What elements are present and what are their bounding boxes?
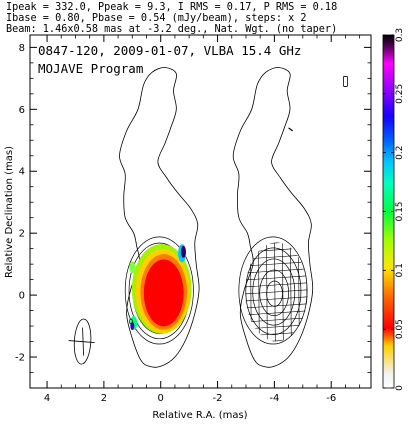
evpa-line-v bbox=[242, 232, 243, 352]
y-tick-label: -2 bbox=[15, 353, 25, 364]
evpa-line-v bbox=[290, 242, 292, 342]
colorbar-tick-label: 0.1 bbox=[395, 263, 405, 277]
colorbar-tick-label: 0.05 bbox=[395, 319, 405, 339]
y-tick-label: 2 bbox=[19, 229, 25, 240]
evpa-line-h bbox=[245, 337, 308, 342]
evpa-line-v bbox=[258, 242, 260, 342]
chart-subtitle: MOJAVE Program bbox=[38, 61, 143, 76]
header-line-2: Ibase = 0.80, Pbase = 0.54 (mJy/beam), s… bbox=[6, 13, 307, 24]
evpa-line-v bbox=[322, 232, 323, 352]
x-tick-label: 2 bbox=[101, 393, 107, 404]
evpa-line-h bbox=[245, 302, 308, 310]
contour-level bbox=[252, 258, 296, 326]
pol-fill-red bbox=[143, 259, 184, 327]
marker-small bbox=[129, 318, 133, 325]
evpa-line-h bbox=[229, 345, 319, 351]
y-tick-label: 0 bbox=[19, 291, 25, 302]
x-tick-label: 0 bbox=[158, 393, 164, 404]
axis-ticks bbox=[30, 35, 371, 388]
x-tick-label: -6 bbox=[326, 393, 336, 404]
colorbar-tick-label: 0.15 bbox=[395, 201, 405, 221]
evpa-line-h bbox=[245, 330, 308, 338]
pol-spot-lime bbox=[129, 261, 136, 274]
colorbar-tick-label: 0.25 bbox=[395, 84, 405, 104]
evpa-line-v bbox=[298, 242, 300, 342]
x-tick-labels: 4 2 0 -2 -4 -6 bbox=[44, 393, 336, 404]
header-line-1: Ipeak = 332.0, Ppeak = 9.3, I RMS = 0.17… bbox=[6, 2, 337, 13]
contour-level bbox=[124, 236, 194, 345]
evpa-line-h bbox=[245, 267, 308, 275]
y-axis-label: Relative Declination (mas) bbox=[4, 146, 15, 278]
pol-spot-dark bbox=[180, 245, 186, 258]
evpa-line-v bbox=[314, 232, 315, 352]
x-tick-label: -2 bbox=[213, 393, 223, 404]
y-tick-label: 8 bbox=[19, 43, 25, 54]
evpa-line-h bbox=[229, 233, 319, 239]
polarization-layer bbox=[129, 244, 192, 334]
beam-cross-v bbox=[82, 327, 84, 356]
evpa-line-h bbox=[245, 309, 308, 317]
colorbar-tick-label: 0 bbox=[395, 385, 405, 391]
y-tick-label: 4 bbox=[19, 167, 25, 178]
x-tick-label: 4 bbox=[44, 393, 50, 404]
beam-cross-h bbox=[68, 340, 95, 343]
outer-contour bbox=[119, 67, 200, 368]
outer-contour bbox=[232, 67, 314, 368]
x-axis-label: Relative R.A. (mas) bbox=[152, 410, 247, 421]
evpa-line-h bbox=[245, 281, 308, 289]
contour-level bbox=[245, 247, 302, 335]
plot-frame bbox=[29, 34, 372, 389]
y-tick-label: 6 bbox=[19, 105, 25, 116]
colorbar-tick-label: 0.2 bbox=[395, 146, 405, 160]
chart-title: 0847-120, 2009-01-07, VLBA 15.4 GHz bbox=[38, 43, 301, 58]
evpa-line-v bbox=[266, 242, 268, 342]
evpa-line-h bbox=[245, 274, 308, 282]
plot-area bbox=[29, 34, 372, 389]
beam-ellipse bbox=[68, 76, 348, 365]
evpa-line-h bbox=[245, 288, 308, 296]
evpa-line-v bbox=[234, 232, 235, 352]
colorbar-tick-label: 0.3 bbox=[395, 28, 405, 42]
colorbar-ticks: 0 0.05 0.1 0.15 0.2 0.25 0.3 bbox=[383, 28, 405, 391]
marker-dash bbox=[288, 127, 293, 132]
evpa-line-h bbox=[245, 295, 308, 303]
evpa-line-v bbox=[274, 242, 276, 342]
header-line-3: Beam: 1.46x0.58 mas at -3.2 deg., Nat. W… bbox=[6, 24, 337, 35]
evpa-line-v bbox=[282, 242, 284, 342]
marker-rect bbox=[343, 76, 348, 87]
y-tick-labels: -2 0 2 4 6 8 bbox=[15, 43, 25, 364]
x-tick-label: -4 bbox=[269, 393, 279, 404]
evpa-line-v bbox=[226, 232, 227, 352]
